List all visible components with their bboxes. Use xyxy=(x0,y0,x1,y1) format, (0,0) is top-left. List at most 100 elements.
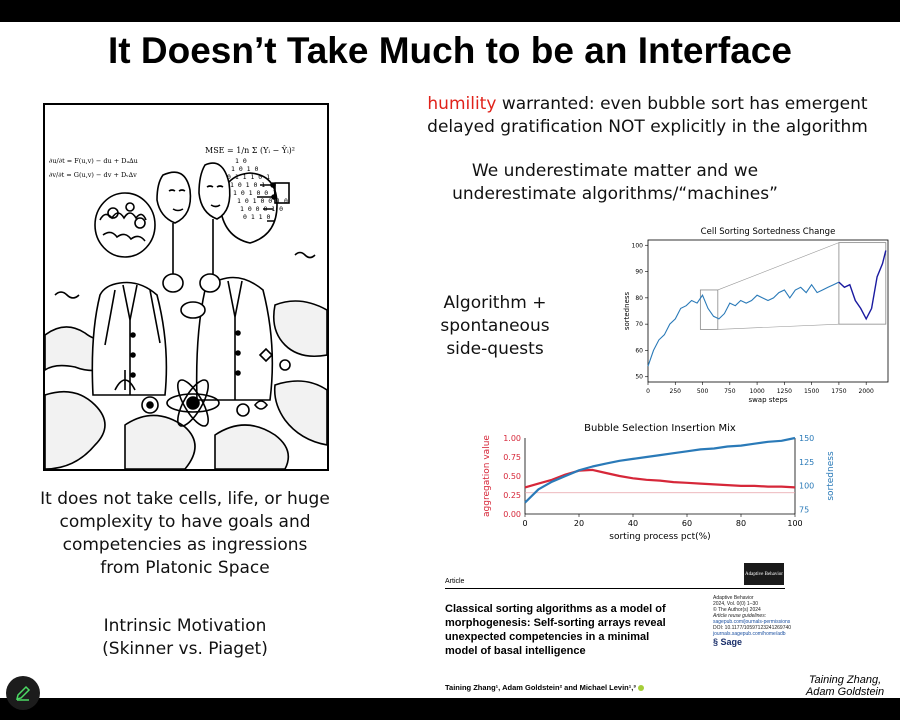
y-tick-label: 60 xyxy=(635,347,643,354)
annotate-button[interactable] xyxy=(6,676,40,710)
humility-word: humility xyxy=(427,94,497,114)
credit-line1: Taining Zhang, xyxy=(808,674,882,686)
binary-row: 1 0 1 0 1 xyxy=(230,181,265,189)
y-tick-label: 100 xyxy=(632,242,644,249)
left-text-line3: competencies as ingressions xyxy=(62,535,308,555)
x-tick-label: 2000 xyxy=(859,388,874,395)
paper-meta-line: Adaptive Behavior xyxy=(713,595,754,601)
left-text-line4: from Platonic Space xyxy=(100,558,270,578)
y-tick-label: 0.75 xyxy=(503,453,521,462)
series-line-sortedness xyxy=(524,436,796,504)
intrinsic-motivation: Intrinsic Motivation (Skinner vs. Piaget… xyxy=(55,615,315,661)
paper-meta-link[interactable]: sagepub.com/journals-permissions xyxy=(713,619,791,625)
binary-row: 1 0 1 0 0 1 0 xyxy=(237,197,288,205)
paper-excerpt: Article Adaptive Behavior Adaptive Behav… xyxy=(437,563,791,695)
x-tick-label: 1250 xyxy=(777,388,792,395)
paper-meta-link[interactable]: journals.sagepub.com/home/adb xyxy=(713,631,786,637)
paper-title-line: morphogenesis: Self-sorting arrays revea… xyxy=(445,617,666,629)
binary-row: 1 0 1 0 0 1 xyxy=(233,189,276,197)
paper-authors-text: Taining Zhang¹, Adam Goldstein² and Mich… xyxy=(445,683,636,692)
underestimate-line1: We underestimate matter and we xyxy=(471,161,759,181)
paper-meta-line: © The Author(s) 2024 xyxy=(713,607,761,613)
series-line-aggregation xyxy=(524,468,796,489)
equation-mse: MSE = 1/n Σ (Yᵢ − Ŷᵢ)² xyxy=(205,146,295,155)
binary-row: 1 0 0 0 1 0 xyxy=(240,205,283,213)
algorithm-line2: spontaneous xyxy=(440,316,550,336)
x-tick-label: 1500 xyxy=(804,388,819,395)
humility-rest: warranted: even bubble sort has emergent xyxy=(496,94,868,114)
cartoon-illustration: MSE = 1/n Σ (Yᵢ − Ŷᵢ)² ∂u/∂t = F(u,v) − … xyxy=(43,103,329,471)
x-axis-label: sorting process pct(%) xyxy=(609,532,710,542)
slide-credit: Taining Zhang, Adam Goldstein xyxy=(790,674,900,698)
sortedness-line-highlight xyxy=(838,250,887,321)
x-tick-label: 100 xyxy=(787,519,802,528)
sortedness-chart: Cell Sorting Sortedness Change 0 250 500 750… xyxy=(623,227,889,404)
zoom-connector xyxy=(717,323,839,330)
underestimate-statement: We underestimate matter and we underesti… xyxy=(415,160,815,206)
paper-title: Classical sorting algorithms as a model … xyxy=(445,602,710,658)
x-tick-label: 500 xyxy=(697,388,709,395)
y-tick-label: 1.00 xyxy=(503,434,521,443)
y-right-axis-label: sortedness xyxy=(826,451,836,501)
y-tick-label: 90 xyxy=(635,269,643,276)
underestimate-line2: underestimate algorithms/“machines” xyxy=(452,184,778,204)
inset-box xyxy=(699,289,719,330)
x-tick-label: 20 xyxy=(574,519,584,528)
bubble-mix-chart: Bubble Selection Insertion Mix 0 20 40 60 80 1… xyxy=(482,423,836,542)
y-right-tick-label: 125 xyxy=(799,458,814,467)
plot-frame xyxy=(647,239,889,383)
paper-article-label: Article xyxy=(445,578,465,585)
paper-title-line: unexpected competencies in a minimal xyxy=(445,631,650,643)
paper-title-line: Classical sorting algorithms as a model … xyxy=(445,603,666,615)
intrinsic-line1: Intrinsic Motivation xyxy=(103,616,267,636)
binary-row: 0 1 1 0 xyxy=(243,213,270,221)
zoom-box xyxy=(838,242,887,325)
sortedness-line xyxy=(647,281,840,367)
y-tick-label: 0.25 xyxy=(503,491,521,500)
left-text-line2: complexity to have goals and xyxy=(59,512,311,532)
chart-title: Bubble Selection Insertion Mix xyxy=(584,423,736,434)
paper-title-line: model of basal intelligence xyxy=(445,645,586,657)
x-axis-label: swap steps xyxy=(748,396,787,404)
sage-icon: § xyxy=(713,637,721,647)
y-tick-label: 50 xyxy=(635,374,643,381)
humility-statement: humility warranted: even bubble sort has… xyxy=(395,93,900,139)
x-tick-label: 80 xyxy=(736,519,746,528)
y-tick-label: 0.50 xyxy=(503,472,521,481)
sage-label: Sage xyxy=(720,637,743,647)
x-tick-label: 60 xyxy=(682,519,692,528)
paper-meta-line: DOI: 10.1177/10597123241269740 xyxy=(713,625,792,631)
y-axis-label: aggregation value xyxy=(482,435,492,517)
x-tick-label: 0 xyxy=(522,519,527,528)
cartoon-drawing: MSE = 1/n Σ (Yᵢ − Ŷᵢ)² ∂u/∂t = F(u,v) − … xyxy=(45,146,327,469)
journal-logo-text: Adaptive Behavior xyxy=(745,571,783,577)
chart-title: Cell Sorting Sortedness Change xyxy=(701,227,836,237)
y-right-tick-label: 150 xyxy=(799,434,814,443)
paper-meta-line: Article reuse guidelines: xyxy=(713,613,767,619)
algorithm-line3: side-quests xyxy=(446,339,544,359)
x-tick-label: 40 xyxy=(628,519,638,528)
y-tick-label: 70 xyxy=(635,321,643,328)
orcid-icon xyxy=(637,685,644,692)
credit-line2: Adam Goldstein xyxy=(805,686,885,698)
y-right-tick-label: 100 xyxy=(799,482,814,491)
binary-row: 1 0 1 0 xyxy=(231,165,258,173)
humility-line2: delayed gratification NOT explicitly in … xyxy=(427,117,868,137)
paper-authors: Taining Zhang¹, Adam Goldstein² and Mich… xyxy=(445,683,785,692)
equation-left-2: ∂v/∂t = G(u,v) − dv + Dᵥ∆v xyxy=(49,171,137,179)
x-tick-label: 750 xyxy=(724,388,736,395)
x-tick-label: 250 xyxy=(670,388,682,395)
y-tick-label: 80 xyxy=(635,295,643,302)
x-tick-label: 1750 xyxy=(831,388,846,395)
slide-title: It Doesn’t Take Much to be an Interface xyxy=(108,30,792,71)
paper-top-rule xyxy=(445,588,785,589)
binary-row: 0 1 1 1 0 1 xyxy=(227,173,270,181)
y-axis-label: sortedness xyxy=(623,291,631,330)
binary-row: 1 0 xyxy=(235,157,247,165)
left-text-line1: It does not take cells, life, or huge xyxy=(40,489,330,509)
y-right-tick-label: 75 xyxy=(799,505,809,514)
algorithm-line1: Algorithm + xyxy=(443,293,547,313)
pencil-icon xyxy=(15,685,31,701)
intrinsic-line2: (Skinner vs. Piaget) xyxy=(102,639,268,659)
paper-meta: Adaptive Behavior 2024, Vol. 0(0) 1–30 ©… xyxy=(713,595,793,647)
